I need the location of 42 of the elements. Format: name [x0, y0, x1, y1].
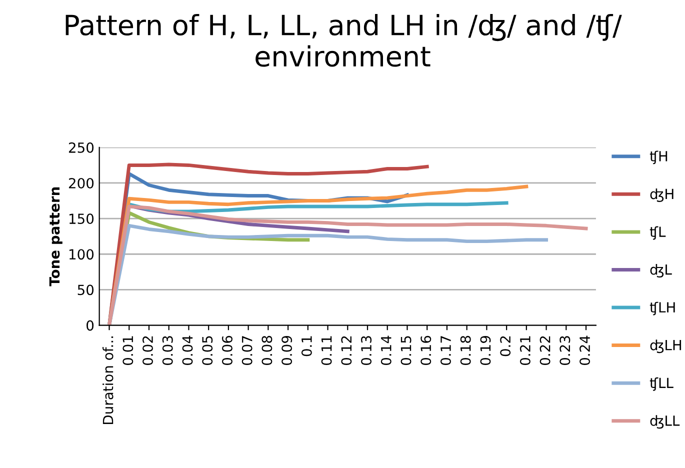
legend-label: ʤLH	[650, 340, 682, 354]
x-tick-label: 0.22	[540, 336, 550, 365]
x-tick-label: 0.04	[182, 336, 193, 365]
x-tick-label: 0.02	[142, 336, 154, 365]
legend-label: ʧH	[650, 150, 668, 164]
x-tick-label: 0.14	[380, 336, 392, 365]
y-tick-label: 250	[68, 142, 94, 153]
legend-label: ʧLH	[650, 302, 675, 316]
x-tick-label: 0.13	[361, 336, 372, 365]
x-tick-label: 0.12	[341, 336, 352, 365]
y-tick-label: 200	[68, 178, 94, 188]
x-tick-label: 0.15	[400, 336, 412, 365]
x-tick-label: 0.24	[580, 336, 590, 365]
x-tick-label: 0.09	[282, 336, 292, 365]
legend-label: ʤLL	[650, 415, 680, 429]
x-tick-label: 0.16	[420, 336, 432, 365]
chart-title: Pattern of H, L, LL, and LH in /ʤ/ and /ʧ/ environment	[66, 14, 622, 67]
x-tick-label: 0.06	[222, 336, 232, 365]
x-tick-label: 0.17	[440, 336, 451, 365]
y-tick-label: 150	[69, 214, 94, 224]
legend-label: ʤL	[650, 264, 672, 278]
legend-label: ʧL	[650, 226, 666, 240]
y-tick-label: 0	[86, 320, 94, 331]
x-tick-label: 0.11	[321, 336, 332, 365]
y-tick-label: 100	[69, 249, 94, 260]
y-tick-label: 50	[78, 284, 94, 296]
x-tick-label: 0.01	[122, 336, 134, 365]
x-tick-label: 0.08	[262, 336, 272, 365]
x-tick-label: 0.19	[480, 336, 491, 365]
x-tick-label: 0.05	[202, 336, 213, 365]
x-tick-label: Duration of...	[102, 336, 114, 424]
x-tick-label: 0.23	[560, 336, 570, 365]
y-axis-title: Tone pattern	[49, 187, 62, 286]
legend-label: ʤH	[650, 188, 674, 202]
x-tick-label: 0.07	[242, 336, 252, 365]
x-tick-label: 0.2	[500, 336, 511, 356]
x-tick-label: 0.03	[162, 336, 173, 365]
line-series	[108, 204, 588, 326]
x-tick-label: 0.21	[520, 336, 530, 365]
x-tick-label: 0.1	[301, 336, 312, 356]
x-tick-label: 0.18	[460, 336, 471, 365]
legend-label: ʧLL	[650, 377, 674, 391]
